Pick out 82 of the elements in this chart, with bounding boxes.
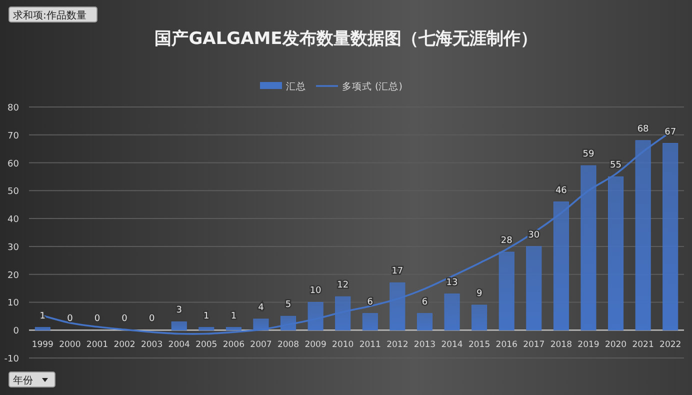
y-tick-label: -10: [4, 354, 20, 364]
x-tick-label: 2002: [114, 340, 136, 350]
bar: [498, 252, 514, 330]
x-tick-label: 2013: [414, 340, 436, 350]
x-tick-label: 2018: [550, 340, 572, 350]
x-tick-label: 2007: [250, 340, 272, 350]
x-tick-label: 2014: [441, 340, 463, 350]
bar: [34, 327, 50, 330]
y-tick-label: 80: [8, 104, 20, 114]
x-tick-label: 2000: [59, 340, 81, 350]
bar: [226, 327, 242, 330]
x-tick-label: 2020: [604, 340, 627, 350]
data-label: 3: [176, 306, 182, 316]
data-label: 6: [422, 297, 428, 308]
bar: [444, 294, 460, 330]
data-label: 6: [367, 297, 374, 308]
bar: [390, 282, 406, 330]
y-tick-label: 60: [8, 159, 20, 170]
bar: [580, 165, 596, 330]
x-tick-label: 2001: [86, 340, 108, 350]
bar: [253, 318, 269, 330]
bar: [362, 313, 378, 330]
data-label: 30: [528, 230, 540, 240]
x-tick-label: 2010: [332, 340, 354, 350]
y-tick-label: 10: [8, 298, 20, 309]
x-tick-label: 2022: [660, 340, 682, 350]
data-label: 4: [258, 302, 264, 313]
data-label: 0: [94, 314, 100, 324]
x-tick-label: 2015: [468, 340, 490, 350]
chart-title: 国产GALGAME发布数量数据图（七海无涯制作）: [154, 29, 538, 49]
x-tick-label: 2003: [140, 340, 163, 350]
data-label: 67: [664, 127, 676, 138]
legend-label: 多项式 (汇总): [342, 80, 402, 92]
bar: [308, 302, 324, 330]
data-label: 12: [337, 280, 349, 291]
data-label: 10: [310, 286, 322, 296]
x-tick-label: 2012: [386, 340, 408, 350]
bar: [553, 202, 569, 330]
data-label: 59: [582, 150, 594, 160]
legend-label: 汇总: [286, 80, 306, 92]
y-tick-label: 50: [8, 187, 20, 198]
data-label: 68: [637, 124, 650, 134]
y-tick-label: 70: [8, 131, 20, 142]
bar: [662, 143, 678, 330]
x-tick-label: 2016: [496, 340, 518, 350]
x-tick-label: 2009: [304, 340, 326, 350]
x-tick-label: 2004: [168, 340, 190, 350]
bar: [335, 296, 351, 330]
data-label: 13: [446, 278, 458, 288]
data-label: 17: [392, 266, 404, 277]
data-label: 28: [500, 236, 513, 246]
data-label: 0: [67, 314, 74, 324]
bar: [472, 304, 488, 330]
data-label: 46: [555, 186, 568, 196]
data-label: 5: [285, 300, 292, 310]
y-tick-label: 30: [8, 242, 20, 253]
data-label: 1: [40, 311, 46, 322]
x-tick-label: 2011: [359, 340, 381, 350]
y-tick-label: 20: [8, 270, 20, 281]
bar: [171, 321, 187, 330]
bar: [635, 140, 651, 330]
x-tick-label: 2019: [578, 340, 600, 350]
y-tick-label: 0: [13, 326, 20, 337]
data-label: 55: [610, 160, 622, 171]
bar: [416, 313, 432, 330]
data-label: 0: [122, 314, 128, 324]
data-label: 1: [204, 311, 210, 322]
text: 年份: [13, 374, 33, 386]
data-label: 9: [476, 289, 482, 300]
text: 求和项:作品数量: [13, 10, 86, 22]
data-label: 0: [148, 314, 155, 324]
x-tick-label: 2017: [523, 340, 545, 350]
bar: [526, 246, 542, 330]
bar: [198, 327, 214, 330]
data-label: 1: [230, 311, 237, 322]
bar: [608, 176, 624, 330]
x-tick-label: 2006: [222, 340, 245, 350]
x-tick-label: 2021: [632, 340, 654, 350]
x-tick-label: 2008: [277, 340, 300, 350]
y-tick-label: 40: [8, 215, 20, 226]
x-tick-label: 1999: [32, 340, 54, 350]
x-tick-label: 2005: [196, 340, 218, 350]
